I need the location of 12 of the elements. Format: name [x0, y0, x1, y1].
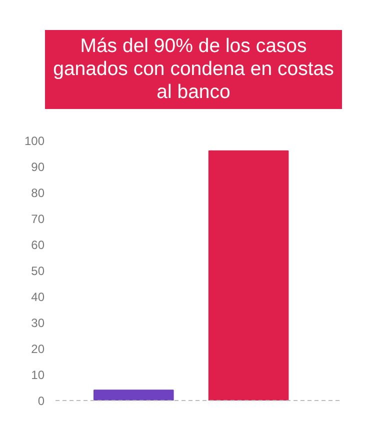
y-tick-label: 50: [31, 264, 45, 278]
y-tick-label: 70: [31, 212, 45, 226]
y-tick-label: 80: [31, 186, 45, 200]
y-tick-label: 100: [24, 134, 45, 148]
y-tick-label: 60: [31, 238, 45, 252]
y-tick-label: 30: [31, 316, 45, 330]
y-tick-label: 10: [31, 368, 45, 382]
y-tick-label: 40: [31, 290, 45, 304]
y-tick-label: 0: [38, 394, 45, 408]
y-tick-label: 20: [31, 342, 45, 356]
chart-title: Más del 90% de los casos ganados con condena en costas al banco: [45, 30, 342, 109]
y-tick-label: 90: [31, 160, 45, 174]
